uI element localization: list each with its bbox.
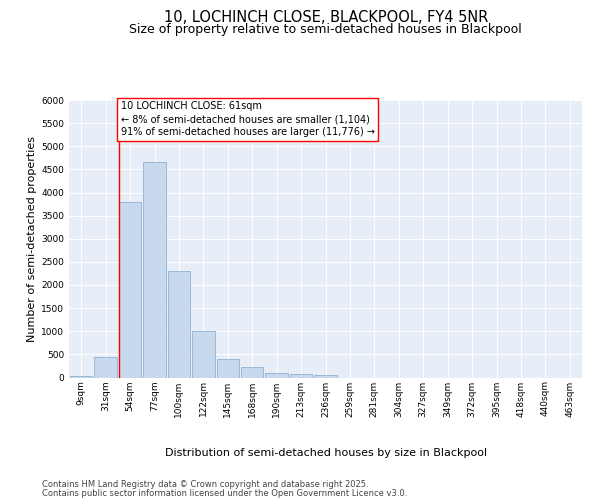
Text: 10 LOCHINCH CLOSE: 61sqm
← 8% of semi-detached houses are smaller (1,104)
91% of: 10 LOCHINCH CLOSE: 61sqm ← 8% of semi-de… <box>121 101 375 138</box>
Bar <box>70 376 92 378</box>
Text: Contains HM Land Registry data © Crown copyright and database right 2025.: Contains HM Land Registry data © Crown c… <box>42 480 368 489</box>
Bar <box>143 162 166 378</box>
Bar <box>265 374 288 378</box>
Bar <box>290 374 313 378</box>
Text: 10, LOCHINCH CLOSE, BLACKPOOL, FY4 5NR: 10, LOCHINCH CLOSE, BLACKPOOL, FY4 5NR <box>164 10 488 25</box>
Text: Contains public sector information licensed under the Open Government Licence v3: Contains public sector information licen… <box>42 489 407 498</box>
Bar <box>192 331 215 378</box>
Y-axis label: Number of semi-detached properties: Number of semi-detached properties <box>27 136 37 342</box>
Text: Size of property relative to semi-detached houses in Blackpool: Size of property relative to semi-detach… <box>130 22 522 36</box>
Bar <box>167 271 190 378</box>
Bar <box>94 356 117 378</box>
Bar <box>314 375 337 378</box>
Bar <box>217 359 239 378</box>
Bar <box>241 367 263 378</box>
Text: Distribution of semi-detached houses by size in Blackpool: Distribution of semi-detached houses by … <box>165 448 487 458</box>
Bar <box>119 202 142 378</box>
